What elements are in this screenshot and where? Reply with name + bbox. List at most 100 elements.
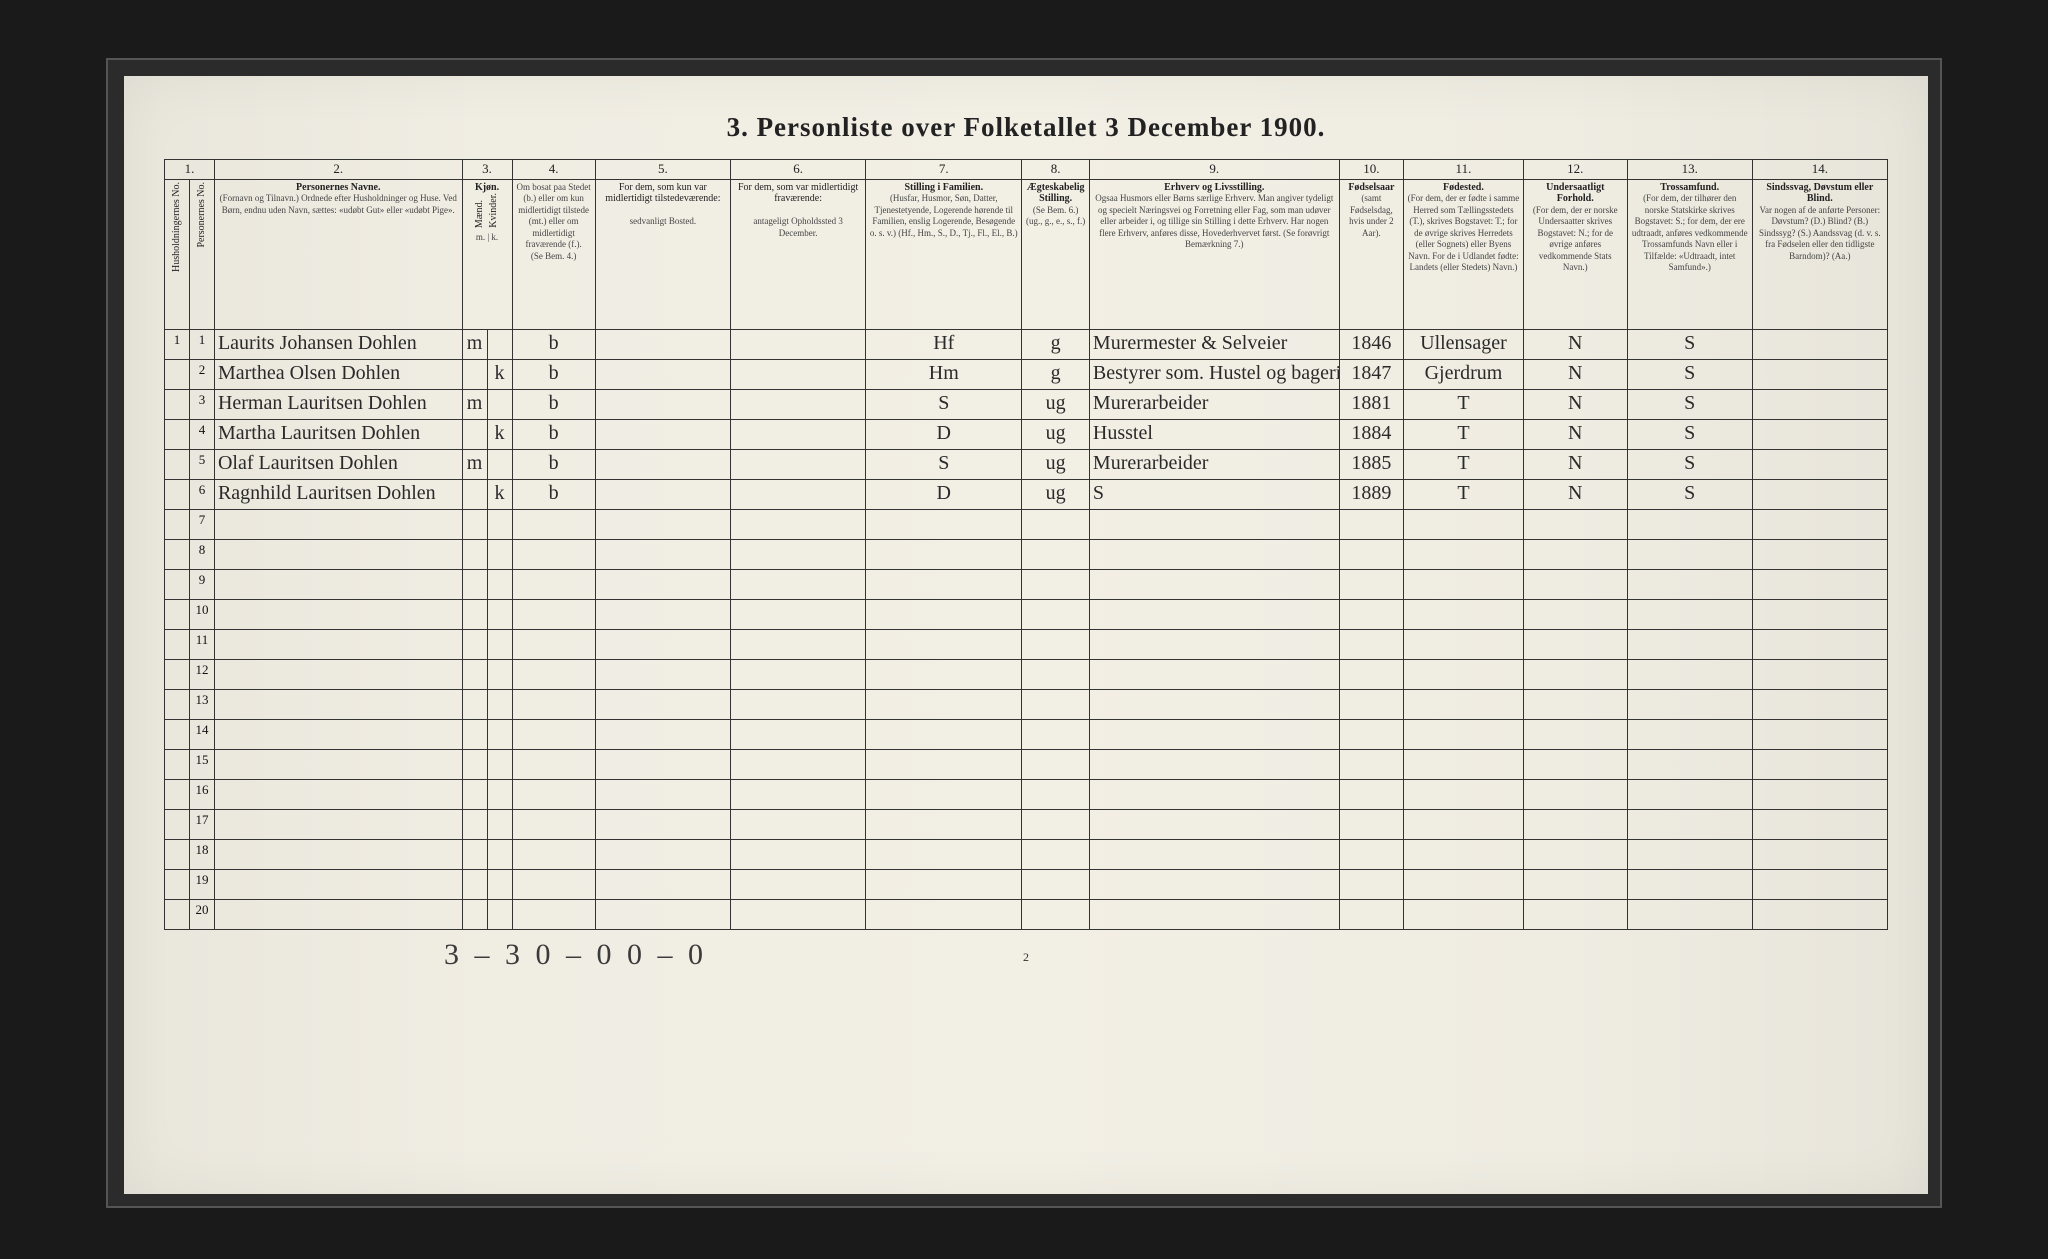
cell-empty (1089, 659, 1339, 689)
cell-name: Marthea Olsen Dohlen (214, 359, 462, 389)
cell-empty (1339, 809, 1404, 839)
cell-temp-present (595, 359, 730, 389)
cell-empty (487, 749, 512, 779)
census-table: 1. 2. 3. 4. 5. 6. 7. 8. 9. 10. 11. 12. 1… (164, 159, 1888, 930)
data-rows: 11Laurits Johansen DohlenmbHfgMurermeste… (165, 329, 1888, 509)
cell-empty (1022, 719, 1090, 749)
cell-empty (462, 719, 487, 749)
cell-religion: S (1627, 389, 1752, 419)
cell-sex-k: k (487, 359, 512, 389)
cell-empty (1523, 629, 1627, 659)
cell-empty (462, 659, 487, 689)
cell-sex-m (462, 359, 487, 389)
cell-empty (487, 809, 512, 839)
person-no: 19 (189, 869, 214, 899)
cell-empty (1523, 869, 1627, 899)
cell-nationality: N (1523, 449, 1627, 479)
cell-empty (462, 539, 487, 569)
cell-birthyear: 1847 (1339, 359, 1404, 389)
cell-disability (1752, 389, 1887, 419)
cell-empty (487, 839, 512, 869)
cell-empty (866, 689, 1022, 719)
cell-empty (1404, 629, 1524, 659)
cell-disability (1752, 479, 1887, 509)
cell-empty (512, 599, 595, 629)
cell-empty (1752, 569, 1887, 599)
cell-nationality: N (1523, 359, 1627, 389)
table-row-empty: 15 (165, 749, 1888, 779)
cell-empty (866, 899, 1022, 929)
header-temp-present: For dem, som kun var midlertidigt tilste… (595, 179, 730, 329)
cell-empty (730, 839, 865, 869)
cell-empty (595, 779, 730, 809)
cell-empty (512, 839, 595, 869)
cell-empty (487, 599, 512, 629)
cell-empty (512, 659, 595, 689)
cell-empty (1627, 869, 1752, 899)
cell-residence: b (512, 359, 595, 389)
table-row: 4Martha Lauritsen DohlenkbDugHusstel1884… (165, 419, 1888, 449)
cell-empty (1404, 869, 1524, 899)
cell-name: Martha Lauritsen Dohlen (214, 419, 462, 449)
cell-empty (1404, 839, 1524, 869)
cell-temp-present (595, 419, 730, 449)
cell-empty (1339, 569, 1404, 599)
cell-disability (1752, 359, 1887, 389)
cell-empty (462, 839, 487, 869)
table-row-empty: 14 (165, 719, 1888, 749)
cell-empty (730, 779, 865, 809)
cell-empty (1022, 629, 1090, 659)
cell-empty (1089, 899, 1339, 929)
person-no: 13 (189, 689, 214, 719)
cell-empty (595, 749, 730, 779)
cell-marital: g (1022, 359, 1090, 389)
person-no: 3 (189, 389, 214, 419)
cell-birthyear: 1885 (1339, 449, 1404, 479)
cell-empty (1339, 899, 1404, 929)
cell-empty (1404, 689, 1524, 719)
household-no (165, 659, 190, 689)
colnum-6: 6. (730, 160, 865, 180)
cell-empty (866, 629, 1022, 659)
cell-empty (1627, 599, 1752, 629)
cell-empty (1339, 749, 1404, 779)
cell-empty (1404, 899, 1524, 929)
cell-empty (1627, 779, 1752, 809)
table-row-empty: 11 (165, 629, 1888, 659)
cell-empty (512, 779, 595, 809)
household-no (165, 509, 190, 539)
colnum-11: 11. (1404, 160, 1524, 180)
cell-religion: S (1627, 449, 1752, 479)
colnum-10: 10. (1339, 160, 1404, 180)
cell-empty (214, 539, 462, 569)
cell-empty (1523, 839, 1627, 869)
household-no: 1 (165, 329, 190, 359)
cell-empty (512, 869, 595, 899)
header-temp-absent: For dem, som var midlertidigt fraværende… (730, 179, 865, 329)
cell-family-pos: D (866, 479, 1022, 509)
cell-sex-k: k (487, 419, 512, 449)
cell-empty (1022, 599, 1090, 629)
cell-empty (866, 599, 1022, 629)
cell-empty (866, 869, 1022, 899)
cell-empty (595, 689, 730, 719)
cell-empty (1627, 659, 1752, 689)
cell-sex-m (462, 479, 487, 509)
person-no: 7 (189, 509, 214, 539)
person-no: 9 (189, 569, 214, 599)
cell-empty (1339, 689, 1404, 719)
cell-sex-k: k (487, 479, 512, 509)
cell-empty (1523, 599, 1627, 629)
cell-empty (1022, 899, 1090, 929)
cell-empty (1339, 629, 1404, 659)
header-sex: Kjøn. Mænd. Kvinder. m. | k. (462, 179, 512, 329)
cell-temp-present (595, 389, 730, 419)
cell-empty (1523, 899, 1627, 929)
person-no: 1 (189, 329, 214, 359)
cell-birthplace: T (1404, 419, 1524, 449)
header-nationality: Undersaatligt Forhold. (For dem, der er … (1523, 179, 1627, 329)
household-no (165, 809, 190, 839)
cell-birthyear: 1884 (1339, 419, 1404, 449)
cell-empty (214, 599, 462, 629)
cell-empty (1339, 779, 1404, 809)
